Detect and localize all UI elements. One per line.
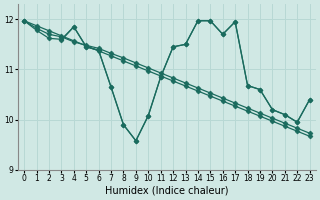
X-axis label: Humidex (Indice chaleur): Humidex (Indice chaleur) bbox=[105, 186, 229, 196]
